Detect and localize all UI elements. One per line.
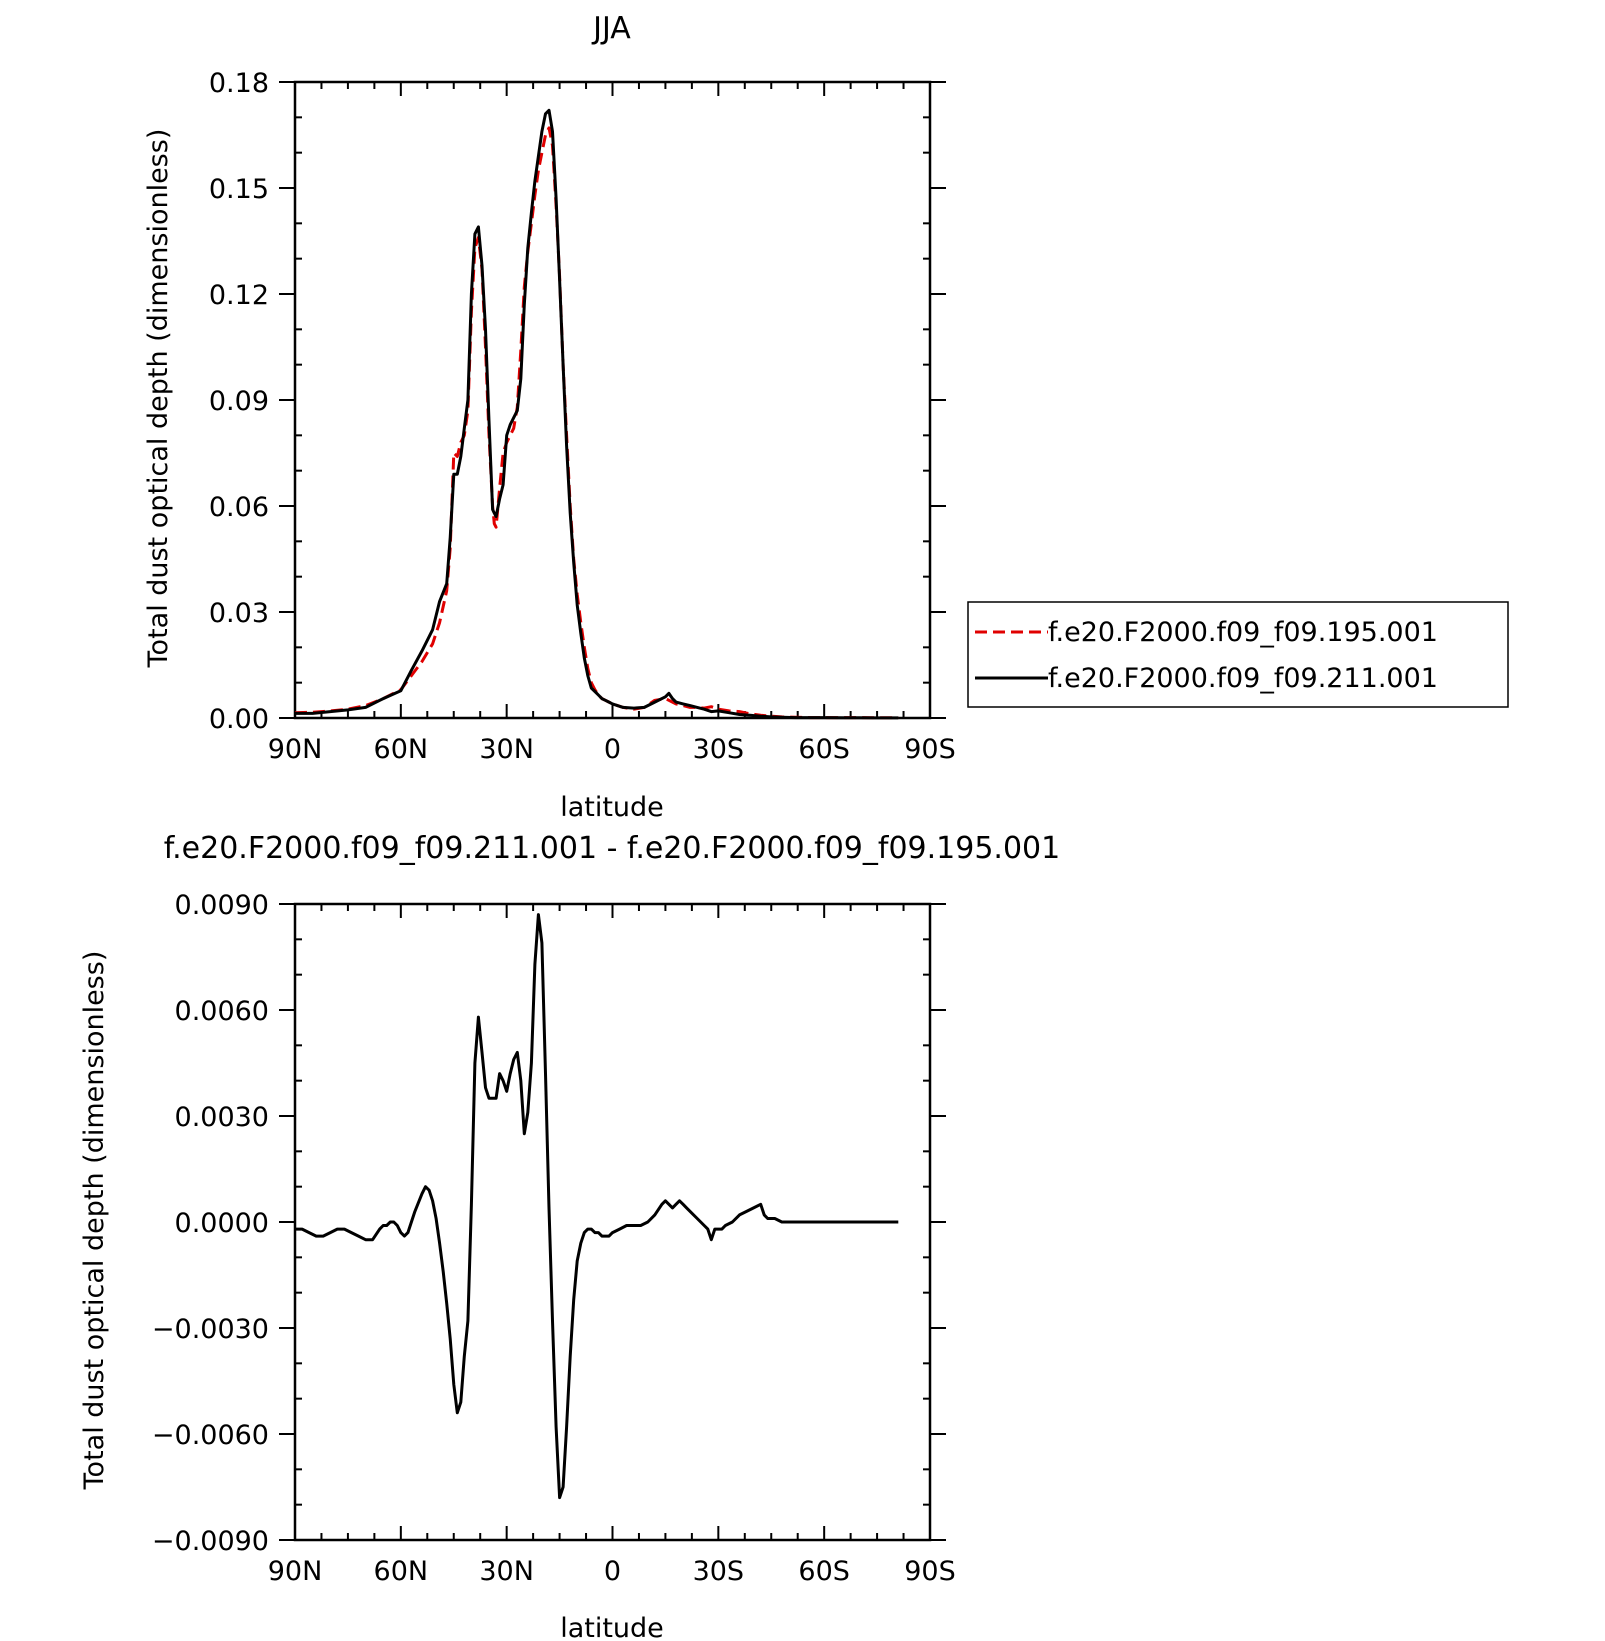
- top-chart-y-tick-label: 0.18: [209, 68, 269, 99]
- top-chart-x-tick-label: 30N: [479, 734, 534, 765]
- bottom-chart: f.e20.F2000.f09_f09.211.001 - f.e20.F200…: [79, 831, 1060, 1641]
- legend-box: [967, 601, 1509, 708]
- bottom-chart-y-tick-label: 0.0090: [175, 890, 269, 921]
- top-chart-series-line-1: [294, 126, 899, 720]
- bottom-chart-series-line-1: [295, 913, 899, 1500]
- top-chart: JJA latitude Total dust optical depth (d…: [143, 11, 1509, 823]
- top-chart-y-tick-label: 0.00: [209, 704, 269, 735]
- bottom-chart-y-axis-label: Total dust optical depth (dimensionless): [79, 951, 110, 1491]
- top-chart-x-tick-label: 60N: [374, 734, 429, 765]
- bottom-chart-x-tick-label: 60N: [374, 1556, 429, 1587]
- top-chart-x-tick-label: 0: [604, 734, 621, 765]
- top-chart-y-tick-label: 0.03: [209, 598, 269, 629]
- bottom-chart-y-tick-label: 0.0060: [175, 996, 269, 1027]
- bottom-chart-y-tick-label: −0.0030: [152, 1314, 269, 1345]
- bottom-chart-y-tick-label: 0.0000: [175, 1208, 269, 1239]
- top-chart-x-tick-label: 90N: [268, 734, 323, 765]
- top-chart-y-tick-label: 0.09: [209, 386, 269, 417]
- bottom-chart-y-tick-label: −0.0060: [152, 1420, 269, 1451]
- top-chart-series-line-2: [295, 108, 899, 720]
- bottom-chart-x-tick-label: 0: [604, 1556, 621, 1587]
- top-chart-x-tick-label: 30S: [693, 734, 745, 765]
- bottom-chart-x-tick-label: 90S: [904, 1556, 956, 1587]
- legend-label-series-1: f.e20.F2000.f09_f09.195.001: [1048, 617, 1438, 648]
- top-chart-y-tick-label: 0.12: [209, 280, 269, 311]
- bottom-chart-x-tick-label: 60S: [798, 1556, 850, 1587]
- top-chart-title: JJA: [591, 11, 631, 46]
- bottom-chart-x-tick-label: 30N: [479, 1556, 534, 1587]
- top-chart-plot-frame: [293, 80, 932, 720]
- top-chart-x-tick-label: 60S: [798, 734, 850, 765]
- bottom-chart-title: f.e20.F2000.f09_f09.211.001 - f.e20.F200…: [164, 831, 1060, 866]
- top-chart-x-tick-label: 90S: [904, 734, 956, 765]
- bottom-chart-x-axis-label: latitude: [560, 1613, 664, 1641]
- top-chart-y-tick-label: 0.06: [209, 492, 269, 523]
- bottom-chart-x-tick-label: 90N: [268, 1556, 323, 1587]
- bottom-chart-x-tick-label: 30S: [693, 1556, 745, 1587]
- legend-label-series-2: f.e20.F2000.f09_f09.211.001: [1048, 663, 1438, 694]
- top-chart-y-axis-label: Total dust optical depth (dimensionless): [143, 129, 174, 669]
- legend: f.e20.F2000.f09_f09.195.001 f.e20.F2000.…: [967, 601, 1509, 708]
- bottom-chart-y-tick-label: 0.0030: [175, 1102, 269, 1133]
- top-chart-y-tick-label: 0.15: [209, 174, 269, 205]
- top-chart-x-axis-label: latitude: [560, 792, 664, 823]
- bottom-chart-y-tick-label: −0.0090: [152, 1526, 269, 1557]
